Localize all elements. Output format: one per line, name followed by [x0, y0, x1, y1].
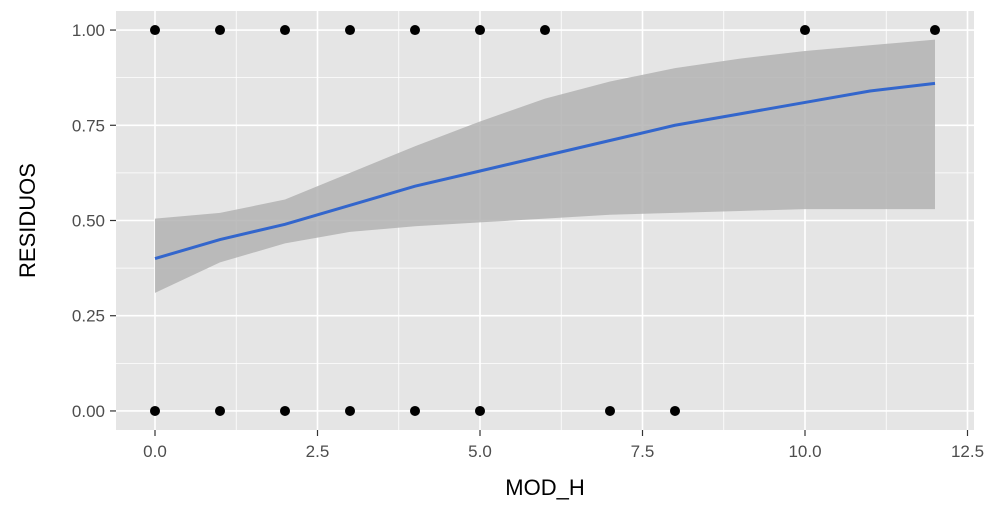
x-axis-ticks: 0.0 2.5 5.0 7.5 10.0 12.5: [143, 430, 984, 461]
y-axis-ticks: 0.00 0.25 0.50 0.75 1.00: [72, 21, 116, 421]
data-point: [605, 405, 615, 416]
y-tick-label: 0.50: [72, 212, 105, 231]
data-point: [410, 25, 420, 36]
y-tick-label: 0.00: [72, 402, 105, 421]
y-tick-label: 0.25: [72, 307, 105, 326]
data-point: [150, 405, 160, 416]
data-point: [345, 405, 355, 416]
data-point: [800, 25, 810, 36]
data-point: [475, 25, 485, 36]
data-point: [215, 25, 225, 36]
data-point: [150, 25, 160, 36]
confidence-band: [155, 39, 935, 293]
data-point: [280, 25, 290, 36]
x-tick-label: 7.5: [631, 442, 655, 461]
x-tick-label: 2.5: [306, 442, 330, 461]
data-point: [540, 25, 550, 36]
x-tick-label: 10.0: [788, 442, 821, 461]
data-point: [410, 405, 420, 416]
data-points: [150, 25, 940, 416]
y-tick-label: 0.75: [72, 116, 105, 135]
data-point: [280, 405, 290, 416]
x-tick-label: 12.5: [951, 442, 984, 461]
x-tick-label: 0.0: [143, 442, 167, 461]
y-axis-title: RESIDUOS: [15, 163, 40, 278]
x-tick-label: 5.0: [468, 442, 492, 461]
x-axis-title: MOD_H: [505, 475, 584, 500]
y-tick-label: 1.00: [72, 21, 105, 40]
data-point: [475, 405, 485, 416]
fit-line: [154, 81, 936, 261]
data-point: [930, 25, 940, 36]
data-point: [345, 25, 355, 36]
data-point: [670, 405, 680, 416]
data-point: [215, 405, 225, 416]
